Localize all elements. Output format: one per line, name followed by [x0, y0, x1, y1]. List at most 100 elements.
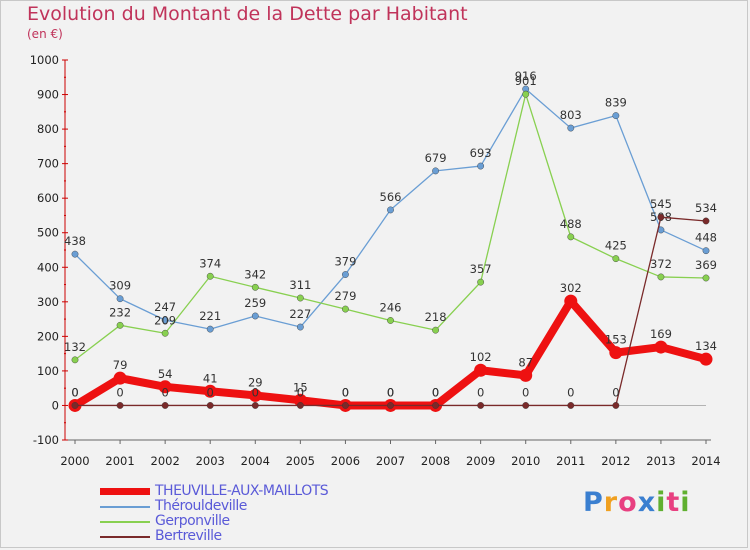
data-label: 0 — [116, 385, 123, 399]
series-point — [158, 380, 172, 394]
proxiti-logo: Proxiti — [583, 487, 691, 518]
data-label: 901 — [515, 74, 537, 88]
series-point — [71, 250, 79, 258]
data-label: 379 — [334, 255, 356, 269]
data-label: 566 — [380, 190, 402, 204]
data-label: 232 — [109, 305, 131, 319]
series-point — [251, 283, 259, 291]
series-point — [293, 393, 307, 407]
x-tick-label: 2007 — [376, 454, 405, 468]
data-label: 247 — [154, 300, 176, 314]
y-tick-label: 200 — [37, 329, 59, 343]
series-point — [71, 402, 79, 409]
data-label: 0 — [161, 385, 168, 399]
data-label: 357 — [470, 262, 492, 276]
x-tick-label: 2014 — [691, 454, 720, 468]
data-label: 227 — [289, 307, 311, 321]
data-label: 134 — [695, 339, 717, 353]
series-point — [342, 305, 349, 313]
data-label: 0 — [522, 385, 529, 399]
y-tick-label: 600 — [37, 191, 59, 205]
series-point — [432, 167, 439, 175]
series-point — [567, 233, 575, 241]
x-tick-label: 2013 — [646, 454, 675, 468]
data-label: 374 — [199, 256, 221, 270]
data-label: 369 — [695, 258, 717, 272]
series-point — [702, 217, 710, 225]
data-label: 102 — [470, 350, 492, 364]
legend-label: THEUVILLE-AUX-MAILLOTS — [155, 483, 329, 499]
legend-label: Bertreville — [155, 528, 222, 544]
series-point — [477, 402, 485, 409]
legend-label: Gerponville — [155, 513, 230, 529]
y-tick-label: 900 — [37, 88, 59, 102]
data-label: 0 — [612, 385, 619, 399]
data-label: 0 — [297, 385, 304, 399]
data-label: 221 — [199, 309, 221, 323]
data-label: 153 — [605, 333, 627, 347]
y-tick-label: 100 — [37, 364, 59, 378]
series-point — [702, 274, 710, 282]
data-label: 259 — [244, 296, 266, 310]
data-label: 342 — [244, 267, 266, 281]
data-label: 87 — [518, 355, 533, 369]
data-label: 0 — [387, 385, 394, 399]
series-point — [522, 402, 530, 409]
series-point — [519, 368, 533, 382]
series-point — [699, 352, 713, 366]
x-tick-label: 2006 — [331, 454, 360, 468]
logo-letter: x — [637, 487, 657, 518]
data-label: 679 — [425, 151, 447, 165]
series-point — [342, 402, 349, 409]
series-point — [161, 329, 169, 337]
chart-title: Evolution du Montant de la Dette par Hab… — [27, 3, 468, 25]
series-point — [206, 325, 214, 333]
data-label: 132 — [64, 340, 86, 354]
data-label: 0 — [387, 385, 394, 399]
series-point — [612, 402, 620, 409]
legend-swatch — [100, 506, 150, 508]
y-tick-label: 700 — [37, 157, 59, 171]
data-label: 79 — [113, 358, 128, 372]
series-point — [474, 363, 488, 377]
series-point — [206, 272, 214, 280]
legend-swatch — [100, 488, 150, 495]
series-point — [248, 388, 262, 402]
x-tick-label: 2010 — [511, 454, 540, 468]
series-point — [657, 273, 665, 281]
data-label: 29 — [248, 375, 263, 389]
series-point — [116, 402, 124, 409]
logo-letter: o — [618, 487, 638, 518]
x-tick-label: 2001 — [105, 454, 134, 468]
series-point — [609, 346, 623, 360]
data-label: 425 — [605, 239, 627, 253]
chart-unit-label: (en €) — [27, 27, 63, 41]
data-label: 309 — [109, 279, 131, 293]
series-point — [251, 312, 259, 320]
x-tick-label: 2009 — [466, 454, 495, 468]
data-label: 0 — [342, 385, 349, 399]
x-tick-label: 2012 — [601, 454, 630, 468]
x-tick-label: 2002 — [151, 454, 180, 468]
data-label: 311 — [289, 278, 311, 292]
series-point — [477, 278, 485, 286]
logo-letter: r — [603, 487, 619, 518]
y-tick-label: -100 — [33, 433, 59, 447]
data-label: 302 — [560, 281, 582, 295]
series-point — [296, 294, 304, 302]
data-label: 15 — [293, 380, 308, 394]
y-tick-label: 400 — [37, 260, 59, 274]
data-label: 916 — [515, 69, 537, 83]
data-label: 218 — [425, 310, 447, 324]
data-label: 0 — [207, 385, 214, 399]
series-point — [116, 321, 124, 329]
series-point — [564, 294, 578, 308]
series-point — [161, 402, 169, 409]
x-tick-label: 2004 — [241, 454, 270, 468]
series-point — [702, 247, 710, 255]
series-point — [387, 317, 394, 324]
data-label: 0 — [71, 385, 78, 399]
series-point — [657, 213, 665, 221]
